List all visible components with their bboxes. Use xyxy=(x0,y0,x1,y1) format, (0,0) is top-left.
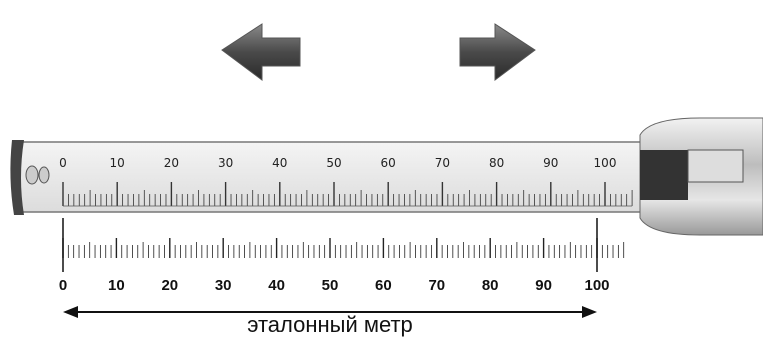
tape-label: 60 xyxy=(381,156,396,170)
tape-label: 40 xyxy=(272,156,287,170)
left-arrow[interactable] xyxy=(222,24,300,80)
tape-label: 50 xyxy=(326,156,341,170)
tape-label: 100 xyxy=(594,156,617,170)
reference-label: 80 xyxy=(482,277,499,294)
reference-label: 10 xyxy=(108,277,125,294)
right-arrow[interactable] xyxy=(460,24,535,80)
hook-rivet xyxy=(39,167,49,183)
scene: 0 10 20 30 40 50 60 70 80 90 100 0 10 20 30 40 50 60 70 80… xyxy=(0,0,763,344)
reference-label: 20 xyxy=(161,277,178,294)
tape-label: 70 xyxy=(435,156,450,170)
reference-label: 0 xyxy=(59,277,67,294)
reference-label: 100 xyxy=(584,277,609,294)
reference-label: 50 xyxy=(322,277,339,294)
tape-label: 30 xyxy=(218,156,233,170)
reference-label: 90 xyxy=(535,277,552,294)
tape-case xyxy=(640,118,763,235)
reference-scale: 0 10 20 30 40 50 60 70 80 90 100 xyxy=(59,218,624,294)
tape-label: 20 xyxy=(164,156,179,170)
tape-label: 90 xyxy=(543,156,558,170)
caption: эталонный метр xyxy=(247,312,413,337)
tape-label: 10 xyxy=(110,156,125,170)
tape-label: 80 xyxy=(489,156,504,170)
hook-rivet xyxy=(26,166,38,184)
reference-label: 30 xyxy=(215,277,232,294)
reference-label: 70 xyxy=(428,277,445,294)
reference-label: 60 xyxy=(375,277,392,294)
tape-label: 0 xyxy=(59,156,67,170)
reference-label: 40 xyxy=(268,277,285,294)
